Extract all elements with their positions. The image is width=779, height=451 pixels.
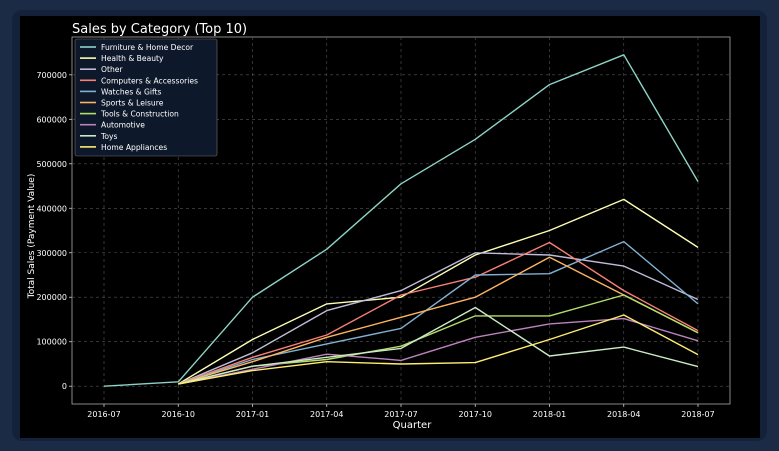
y-tick-label: 0 — [62, 382, 67, 391]
x-tick-label: 2017-10 — [459, 410, 492, 419]
chart-title: Sales by Category (Top 10) — [72, 22, 247, 37]
x-tick-label: 2017-04 — [310, 410, 343, 419]
y-tick-label: 400000 — [36, 204, 67, 213]
y-tick-label: 600000 — [36, 115, 67, 124]
legend-label-7: Tools & Construction — [100, 110, 179, 119]
y-axis-label: Total Sales (Payment Value) — [27, 174, 37, 300]
legend-label-6: Sports & Leisure — [101, 99, 164, 108]
y-tick-label: 700000 — [36, 71, 67, 80]
sales-line-chart: Sales by Category (Top 10) Quarter Total… — [20, 16, 760, 438]
x-tick-label: 2017-01 — [236, 410, 269, 419]
legend-label-4: Computers & Accessories — [101, 76, 198, 85]
x-axis-label: Quarter — [393, 420, 433, 431]
chart-panel: Sales by Category (Top 10) Quarter Total… — [20, 16, 760, 438]
x-tick-label: 2016-10 — [162, 410, 195, 419]
legend-label-10: Home Appliances — [101, 143, 167, 152]
legend-label-9: Toys — [100, 132, 117, 141]
legend-label-1: Furniture & Home Decor — [101, 43, 194, 52]
y-tick-label: 100000 — [36, 338, 67, 347]
legend-label-3: Other — [101, 65, 123, 74]
y-tick-label: 200000 — [36, 293, 67, 302]
legend-label-2: Health & Beauty — [101, 54, 164, 63]
legend-label-8: Automotive — [101, 121, 145, 130]
x-tick-label: 2017-07 — [384, 410, 417, 419]
x-tick-label: 2016-07 — [87, 410, 120, 419]
x-tick-label: 2018-04 — [607, 410, 640, 419]
y-tick-label: 300000 — [36, 249, 67, 258]
legend-label-5: Watches & Gifts — [101, 87, 162, 96]
y-tick-label: 500000 — [36, 160, 67, 169]
x-tick-label: 2018-07 — [681, 410, 714, 419]
x-tick-label: 2018-01 — [533, 410, 566, 419]
